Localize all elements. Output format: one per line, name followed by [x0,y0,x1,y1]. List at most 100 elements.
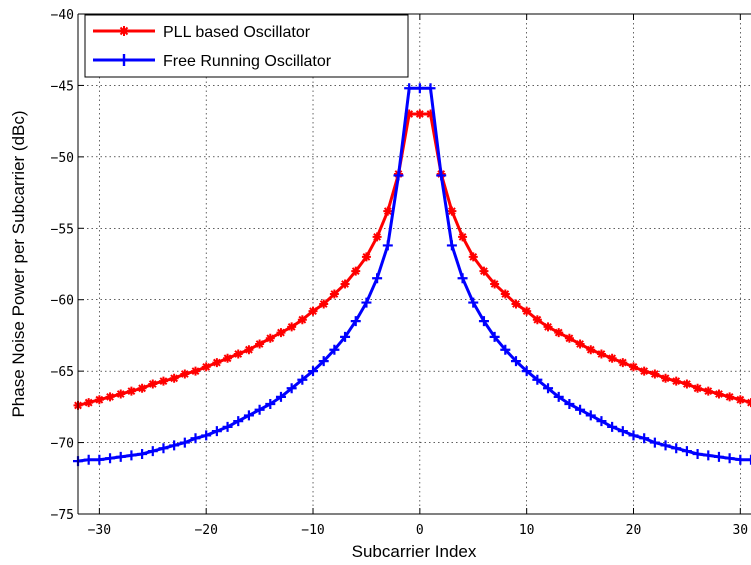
data-point [137,383,147,393]
series-1 [73,109,751,410]
data-point [361,297,372,308]
data-point [425,83,436,94]
data-point [318,356,329,367]
data-point [319,299,329,309]
data-point [382,240,393,251]
data-point [682,379,692,389]
data-point [415,109,425,119]
data-series [73,83,751,467]
data-point [414,83,425,94]
data-point [511,299,521,309]
data-point [180,369,190,379]
legend-label: Free Running Oscillator [163,53,332,70]
data-point [713,451,724,462]
data-point [457,273,468,284]
data-point [158,376,168,386]
data-point [746,398,751,408]
data-point [126,386,136,396]
y-tick-label: −45 [51,79,74,94]
data-point [126,450,137,461]
data-point [223,353,233,363]
x-tick-label: 30 [732,523,748,538]
data-point [340,331,351,342]
axes [77,13,751,515]
x-tick-label: 10 [519,523,535,538]
data-point [735,454,746,465]
data-point [340,279,350,289]
data-point [211,426,222,437]
data-point [500,289,510,299]
data-point [554,328,564,338]
data-point [681,446,692,457]
y-tick-label: −60 [51,294,74,309]
data-point [692,449,703,459]
data-point [255,339,265,349]
y-tick-label: −75 [51,508,74,523]
data-point [596,349,606,359]
data-point [372,273,383,284]
data-point [458,232,468,242]
data-point [596,416,607,427]
data-point [543,383,554,394]
data-point [746,454,751,465]
data-point [393,170,404,181]
data-point [201,430,212,441]
data-point [191,366,201,376]
data-point [446,240,457,251]
data-point [169,440,180,451]
x-tick-label: 0 [416,523,424,538]
data-point [308,306,318,316]
legend: PLL based Oscillator Free Running Oscilla… [84,14,409,78]
data-point [329,289,339,299]
data-point [244,345,254,355]
data-point [287,322,297,332]
data-point [94,395,104,405]
data-point [607,421,618,432]
data-point [404,83,415,94]
x-axis-label: Subcarrier Index [352,542,477,561]
data-point [703,450,714,461]
data-point [543,322,553,332]
x-tick-label: −20 [194,523,217,538]
data-point [650,369,660,379]
legend-marker [119,26,129,36]
data-point [404,109,414,119]
data-point [169,373,179,383]
data-point [329,344,340,355]
data-point [116,389,126,399]
data-point [553,391,564,402]
data-point [233,416,244,427]
data-point [532,374,543,385]
data-point [297,374,308,385]
data-point [510,356,521,367]
data-point [468,297,479,308]
data-point [275,391,286,402]
data-point [233,349,243,359]
y-tick-label: −50 [51,151,74,166]
data-point [649,437,660,448]
legend-marker [118,54,130,66]
legend-item: Free Running Oscillator [93,53,332,70]
x-tick-label: −30 [88,523,111,538]
data-point [671,443,682,454]
data-point [179,437,190,448]
data-point [585,410,596,421]
data-point [628,362,638,372]
data-point [286,383,297,394]
data-point [265,333,275,343]
y-tick-label: −65 [51,365,74,380]
data-point [436,170,447,181]
x-tick-label: −10 [301,523,324,538]
data-point [115,451,126,462]
data-point [372,232,382,242]
data-point [725,392,735,402]
data-point [586,345,596,355]
data-point [105,392,115,402]
plot-background [78,14,751,514]
data-point [447,206,457,216]
data-point [693,383,703,393]
data-point [83,454,94,465]
y-axis-label: Phase Noise Power per Subcarrier (dBc) [9,110,28,417]
data-point [489,331,500,342]
